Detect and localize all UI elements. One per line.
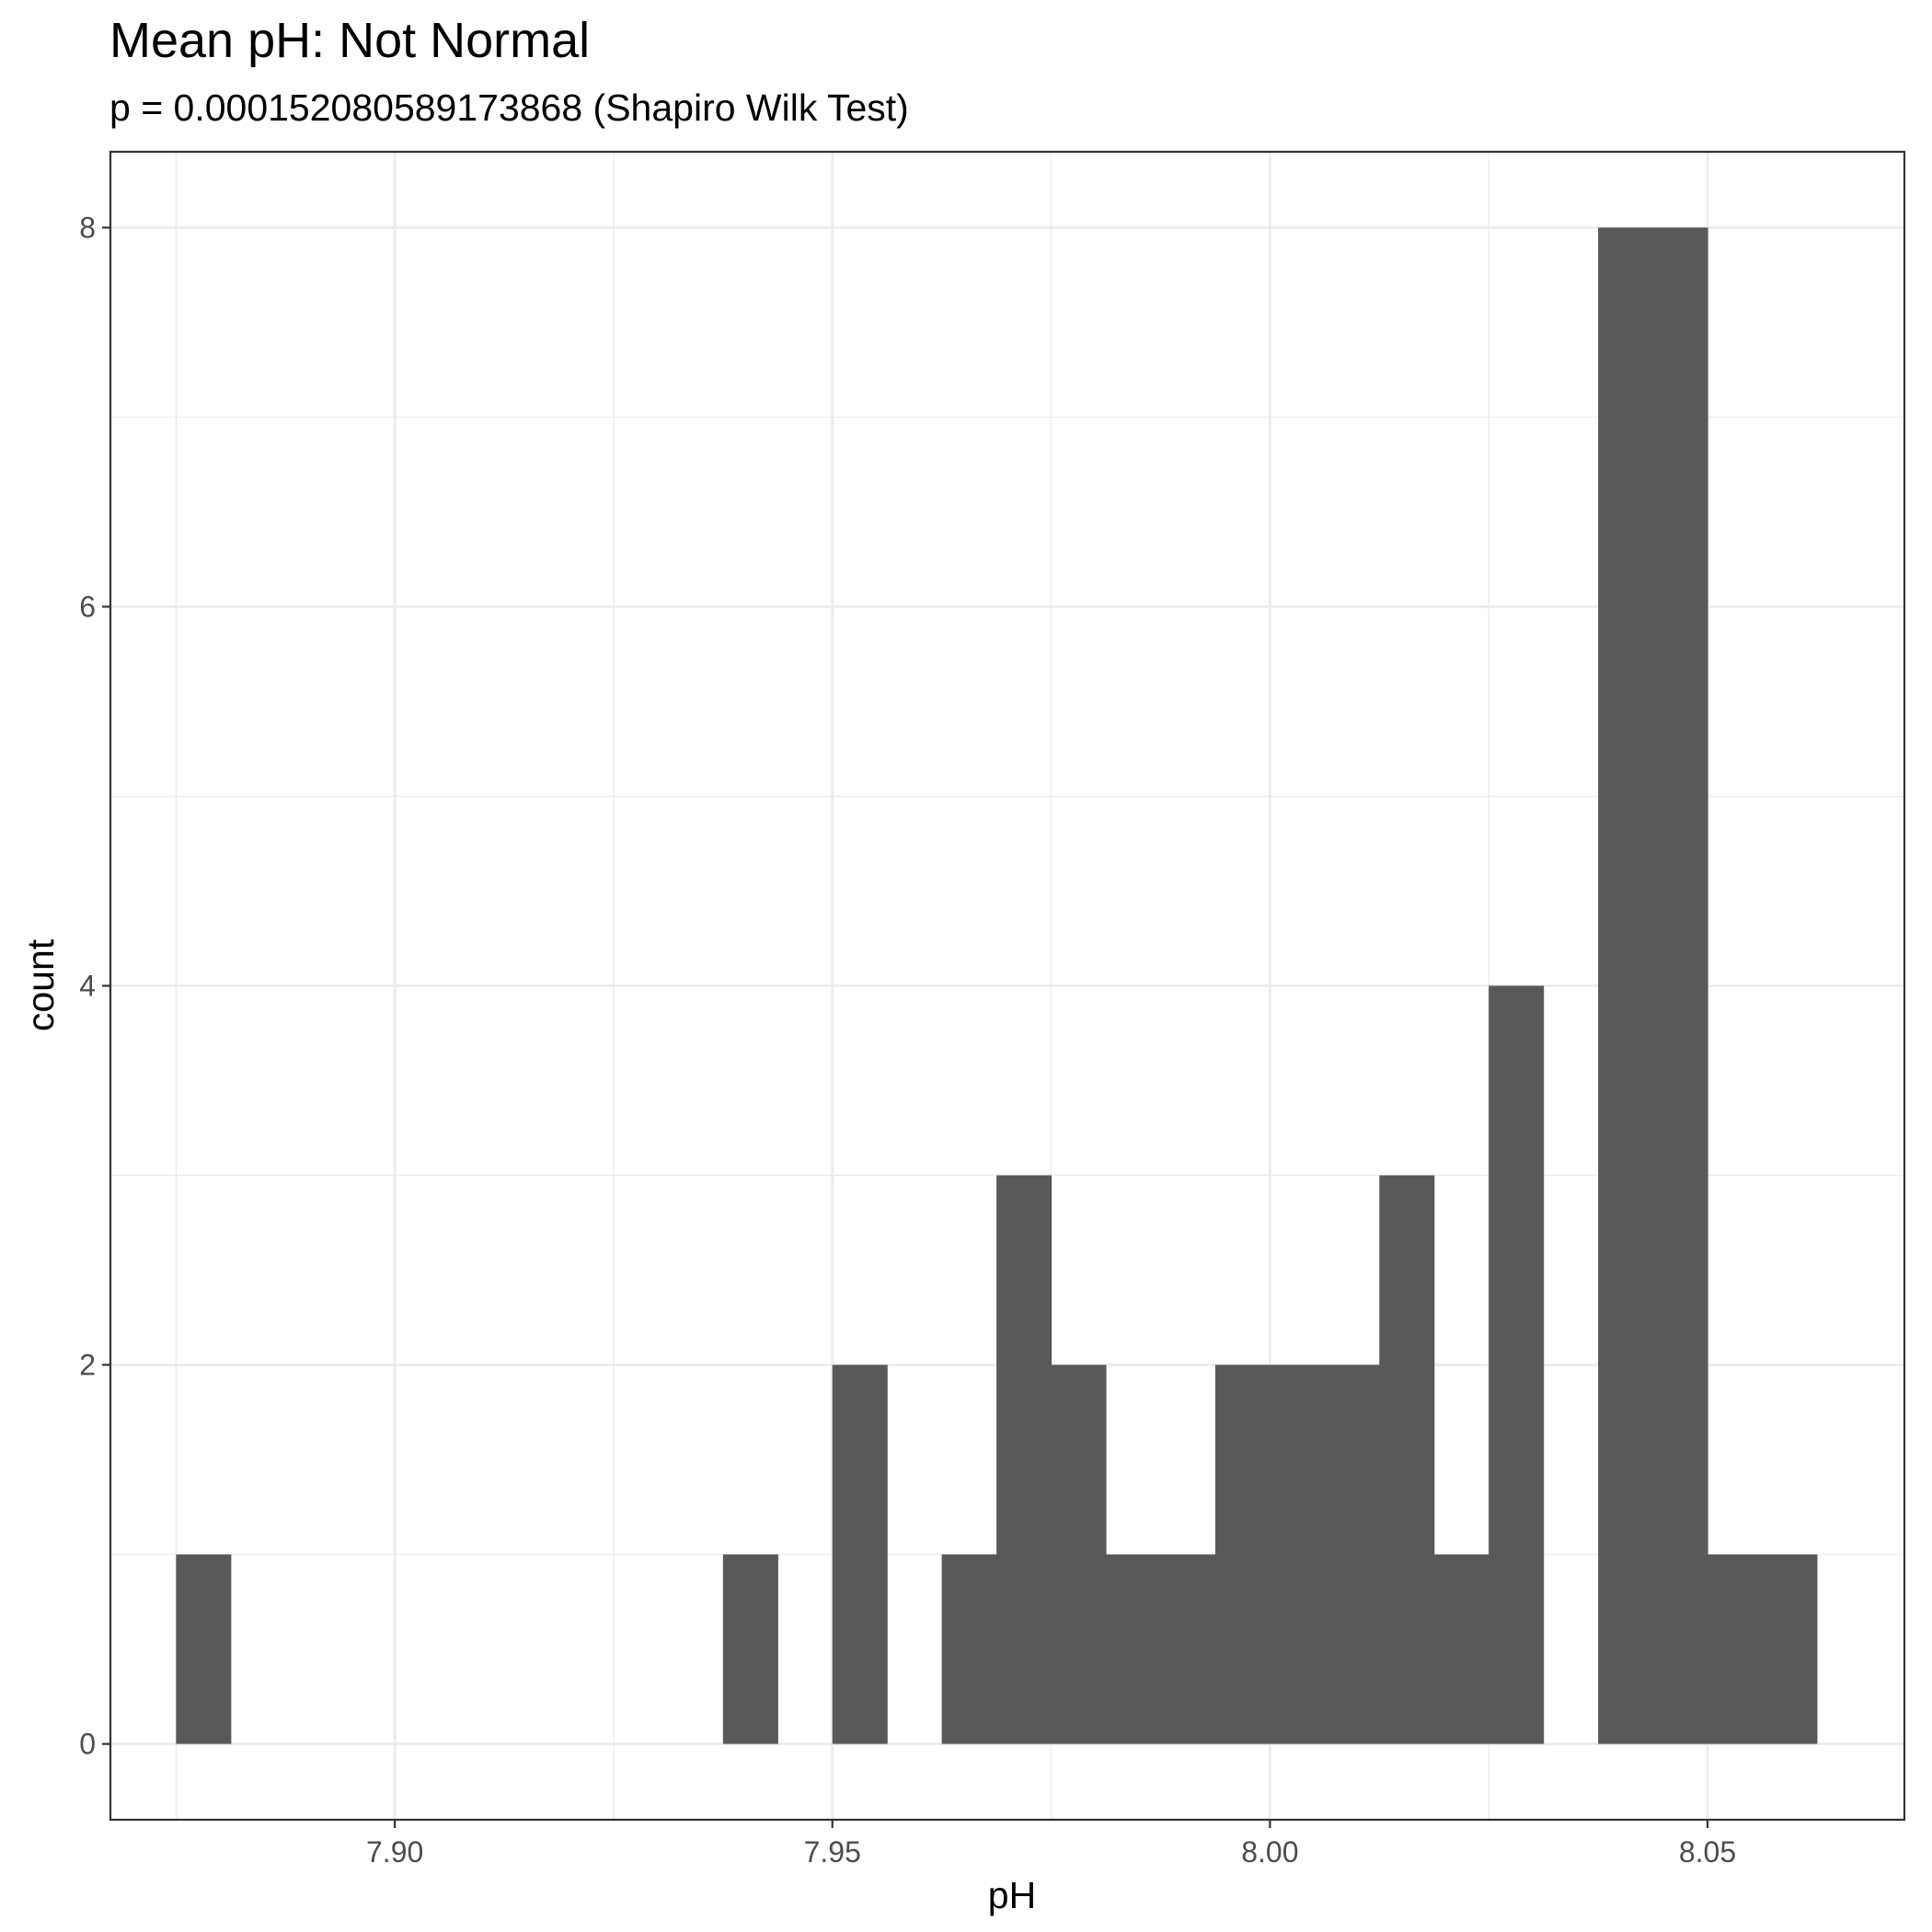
histogram-bar [1160, 1554, 1216, 1744]
histogram-bar [176, 1554, 232, 1744]
x-tick-label: 8.00 [1241, 1835, 1298, 1869]
histogram-bar [1762, 1554, 1818, 1744]
y-tick-label: 2 [79, 1349, 96, 1382]
histogram-bar [1324, 1364, 1380, 1744]
histogram-bar [1214, 1364, 1271, 1744]
histogram-bar [1379, 1175, 1435, 1744]
histogram-bar [1707, 1554, 1764, 1744]
y-tick-label: 0 [79, 1728, 96, 1761]
histogram-bar [1598, 227, 1654, 1744]
x-tick-label: 7.95 [804, 1835, 861, 1869]
y-axis-title: count [19, 938, 62, 1031]
histogram-bar [996, 1175, 1052, 1744]
histogram-bars [176, 227, 1818, 1744]
chart-subtitle: p = 0.000152080589173868 (Shapiro Wilk T… [109, 86, 909, 129]
y-tick-label: 8 [79, 211, 96, 244]
y-axis: 0 2 4 6 8 [79, 211, 110, 1761]
x-tick-label: 8.05 [1679, 1835, 1736, 1869]
x-axis-title: pH [988, 1874, 1036, 1916]
histogram-bar [1433, 1554, 1489, 1744]
histogram-bar [1051, 1364, 1107, 1744]
x-tick-label: 7.90 [366, 1835, 423, 1869]
chart-title: Mean pH: Not Normal [109, 13, 590, 68]
histogram-bar [1106, 1554, 1162, 1744]
histogram-bar [832, 1364, 888, 1744]
histogram-bar [1489, 985, 1545, 1744]
y-tick-label: 6 [79, 590, 96, 623]
x-axis: 7.90 7.95 8.00 8.05 [366, 1820, 1736, 1869]
histogram-bar [1652, 227, 1708, 1744]
histogram-bar [941, 1554, 997, 1744]
y-tick-label: 4 [79, 970, 96, 1003]
histogram-bar [1270, 1364, 1326, 1744]
histogram-bar [722, 1554, 778, 1744]
